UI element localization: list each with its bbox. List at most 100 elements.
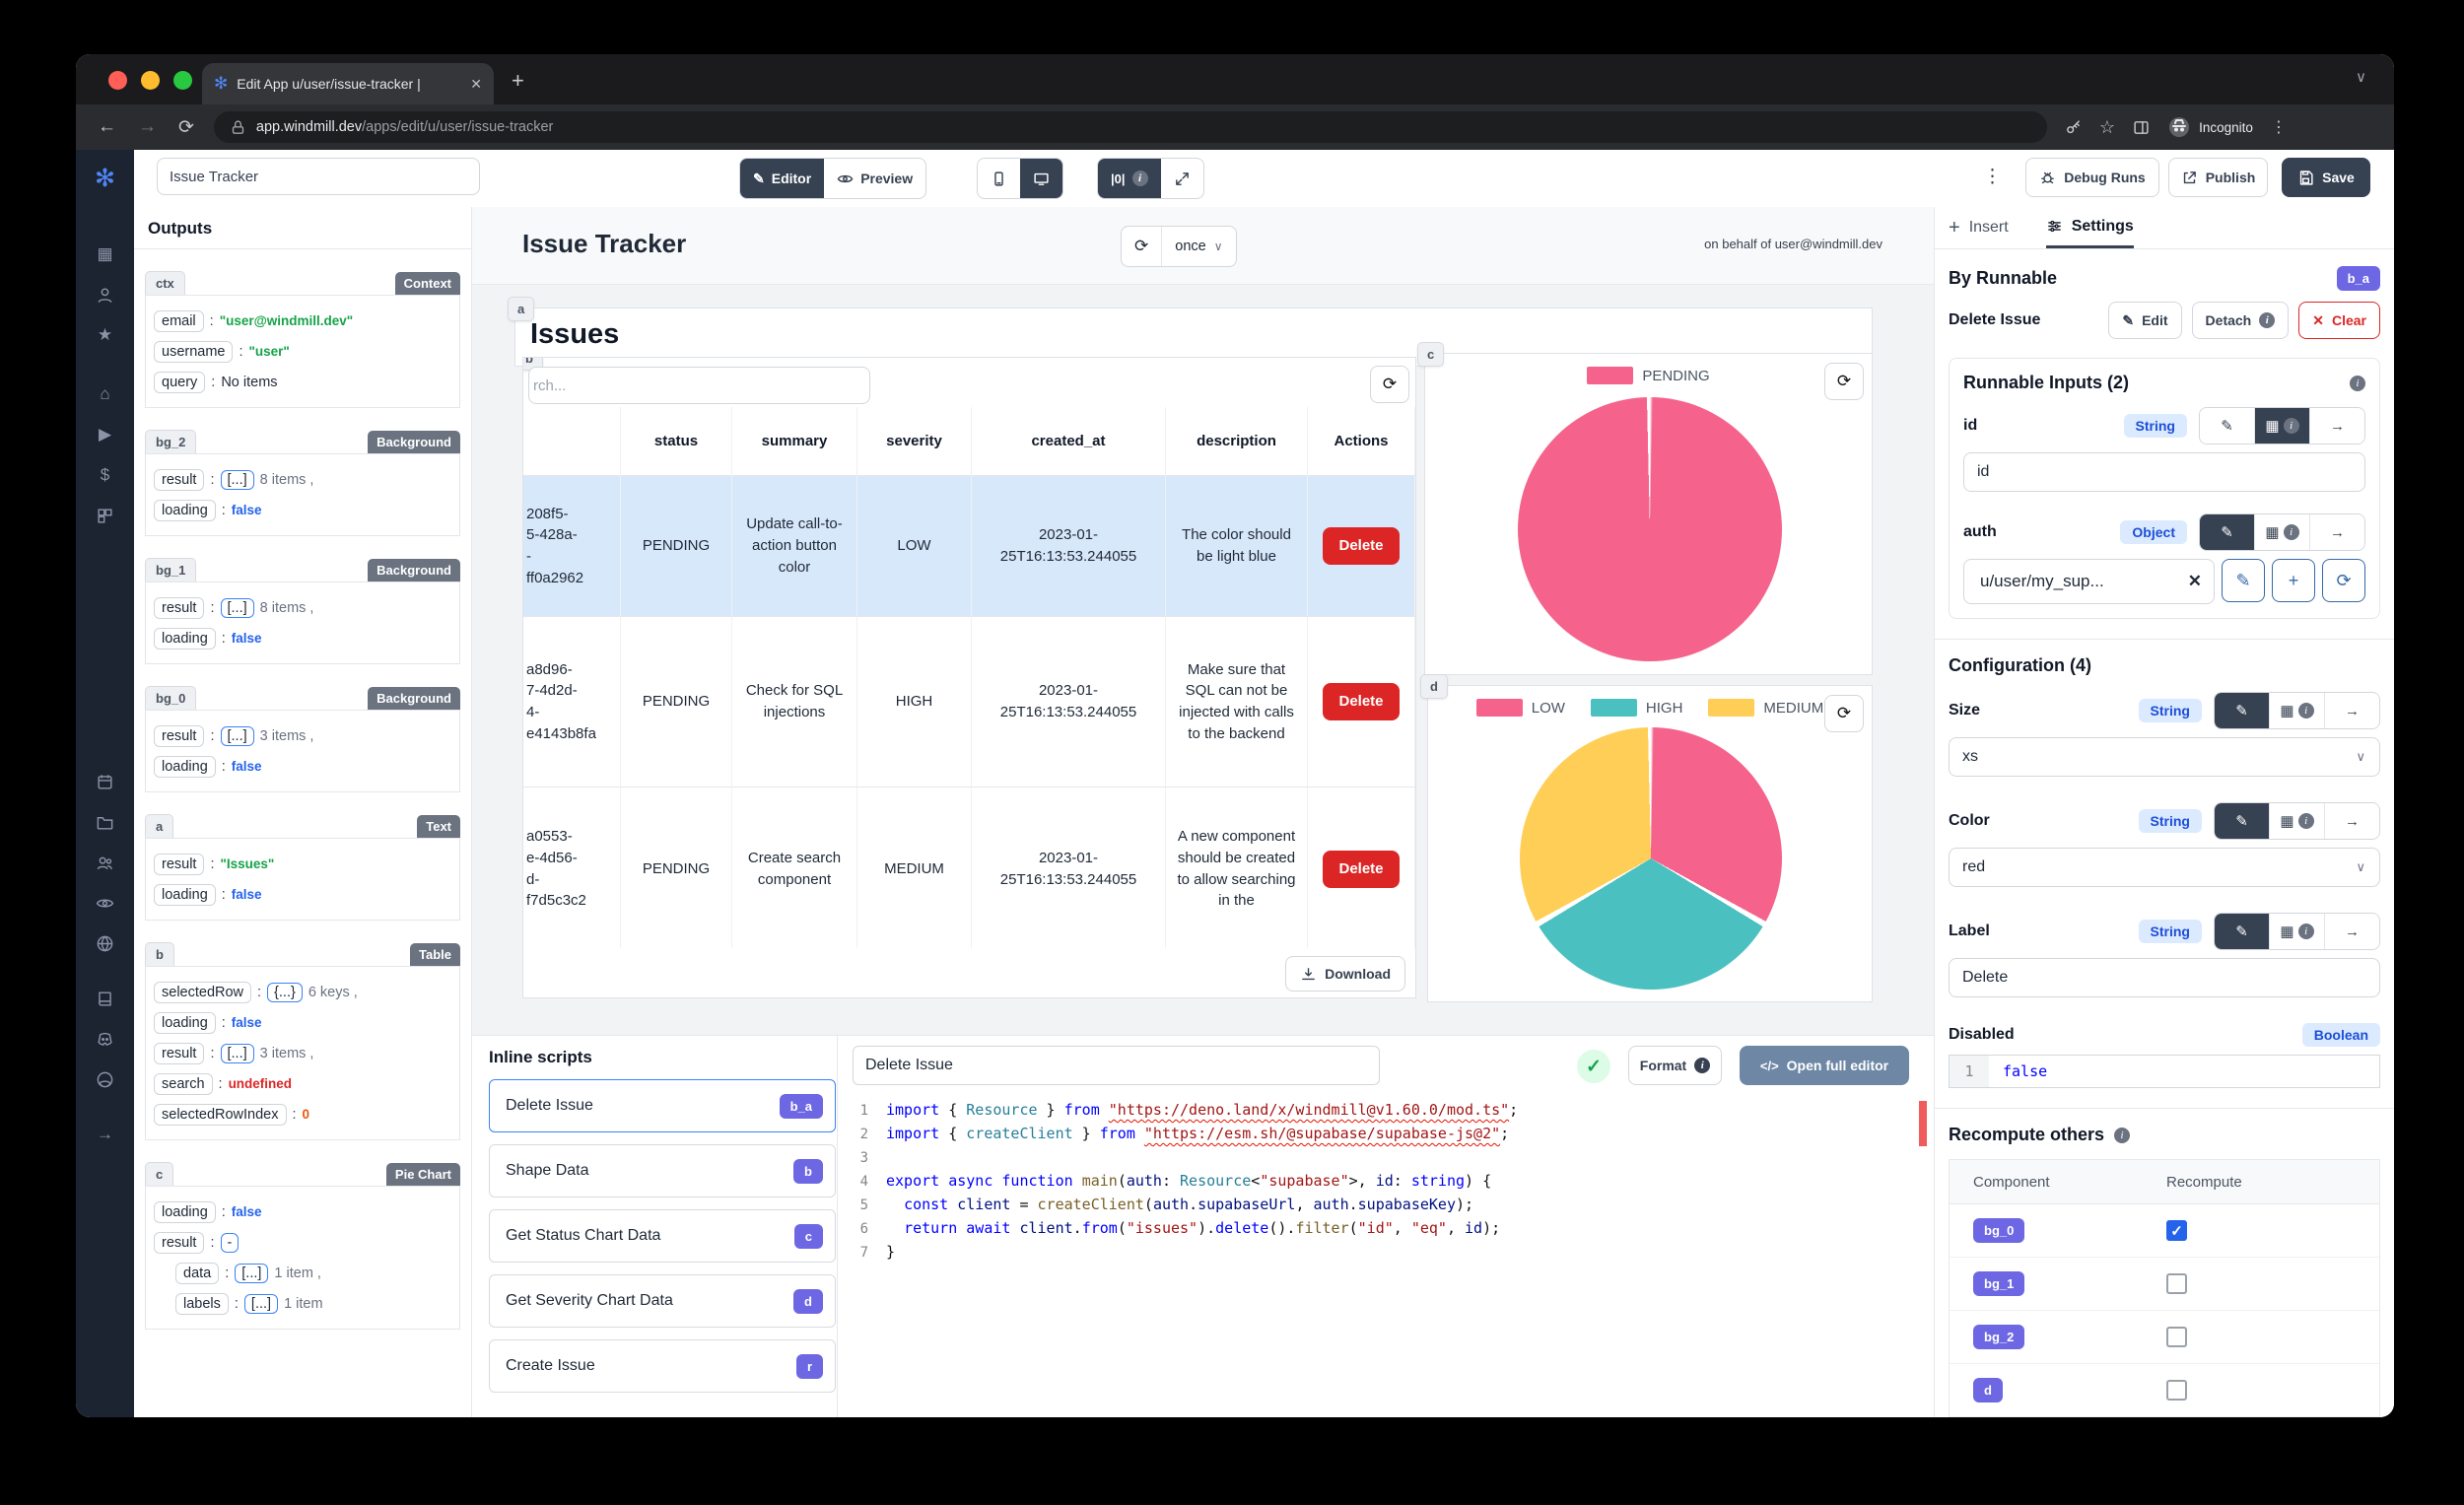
auth-resource-input[interactable]: u/user/my_sup... ✕ <box>1963 559 2215 604</box>
usage-dollar-icon[interactable]: $ <box>100 465 110 484</box>
collapse-arrow-icon[interactable]: → <box>97 1125 113 1143</box>
severity-pie[interactable] <box>1520 727 1782 990</box>
delete-button[interactable]: Delete <box>1323 850 1400 888</box>
recompute-checkbox[interactable] <box>2166 1327 2187 1347</box>
output-row[interactable]: loading: false <box>154 1197 451 1227</box>
static-mode-button[interactable]: ✎ <box>2215 693 2270 728</box>
disabled-expression-editor[interactable]: 1 false <box>1949 1055 2380 1088</box>
output-row[interactable]: search: undefined <box>154 1068 451 1099</box>
detach-button[interactable]: Detach i <box>2191 302 2290 339</box>
tab-insert[interactable]: + Insert <box>1949 216 2009 239</box>
favorites-star-icon[interactable]: ★ <box>97 325 113 344</box>
clear-x-icon[interactable]: ✕ <box>2187 572 2202 590</box>
expand-array-chip[interactable]: [...] <box>220 725 254 746</box>
add-resource-button[interactable]: + <box>2272 559 2315 602</box>
eval-mode-button[interactable]: → <box>2325 803 2379 839</box>
expand-array-chip[interactable]: [...] <box>220 1043 254 1063</box>
clear-button[interactable]: ✕ Clear <box>2298 302 2380 339</box>
color-select[interactable]: red ∨ <box>1949 848 2380 887</box>
static-mode-button[interactable]: ✎ <box>2215 803 2270 839</box>
browser-tab[interactable]: ✻ Edit App u/user/issue-tracker | ✕ <box>202 63 494 104</box>
folders-icon[interactable] <box>96 812 115 832</box>
edit-resource-button[interactable]: ✎ <box>2222 559 2265 602</box>
output-row[interactable]: result: [...] 8 items , <box>154 464 451 495</box>
forward-icon[interactable]: → <box>138 116 157 137</box>
output-row[interactable]: selectedRowIndex:0 <box>154 1099 451 1129</box>
output-row[interactable]: result: [...] 3 items , <box>154 1038 451 1068</box>
windmill-logo-icon[interactable]: ✻ <box>95 165 115 192</box>
output-row[interactable]: query: No items <box>154 367 451 397</box>
password-key-icon[interactable] <box>2065 119 2082 136</box>
output-row[interactable]: email: "user@windmill.dev" <box>154 306 451 336</box>
connect-mode-button[interactable]: ▦ i <box>2255 514 2310 550</box>
eval-mode-button[interactable]: → <box>2325 693 2379 728</box>
groups-users-icon[interactable] <box>96 853 115 872</box>
expand-array-chip[interactable]: [...] <box>243 1293 279 1314</box>
close-window-button[interactable] <box>108 71 127 90</box>
script-item[interactable]: Create Issue r <box>489 1339 836 1393</box>
open-full-editor-button[interactable]: </> Open full editor <box>1740 1046 1909 1085</box>
output-row[interactable]: loading: false <box>154 623 451 653</box>
user-icon[interactable] <box>96 285 115 305</box>
mobile-view-button[interactable] <box>978 159 1020 198</box>
component-badge[interactable]: bg_0 <box>1973 1217 2025 1243</box>
resources-icon[interactable] <box>96 506 115 525</box>
component-badge[interactable]: bg_2 <box>1973 1324 2025 1349</box>
publish-button[interactable]: Publish <box>2168 158 2268 197</box>
output-row[interactable]: labels: [...] 1 item <box>154 1288 451 1319</box>
component-id-tag[interactable]: a <box>145 814 174 838</box>
tab-close-icon[interactable]: ✕ <box>470 75 482 92</box>
connect-mode-button[interactable]: ▦ i <box>2270 914 2325 949</box>
app-name-input[interactable] <box>157 158 480 195</box>
column-header-id[interactable] <box>523 407 621 476</box>
workers-globe-icon[interactable] <box>96 933 115 953</box>
component-id-tag[interactable]: c <box>145 1162 174 1186</box>
label-value-input[interactable] <box>1949 958 2380 997</box>
tab-search-chevron-icon[interactable]: ∨ <box>2356 69 2366 86</box>
refresh-button[interactable]: ⟳ <box>1122 227 1161 266</box>
format-button[interactable]: Format i <box>1628 1046 1722 1085</box>
legend-item[interactable]: LOW <box>1475 699 1565 717</box>
expand-array-chip[interactable]: [...] <box>220 597 254 618</box>
connect-mode-button[interactable]: ▦ i <box>2270 693 2325 728</box>
schema-explorer-button[interactable]: |0| i <box>1098 159 1161 198</box>
debug-runs-button[interactable]: Debug Runs <box>2025 158 2159 197</box>
delete-button[interactable]: Delete <box>1323 683 1400 720</box>
zoom-window-button[interactable] <box>173 71 192 90</box>
audit-eye-icon[interactable] <box>96 893 115 913</box>
code-editor[interactable]: 1 import { Resource } from "https://deno.… <box>843 1101 1927 1412</box>
tab-settings[interactable]: Settings <box>2045 207 2134 248</box>
static-mode-button[interactable]: ✎ <box>2215 914 2270 949</box>
script-item[interactable]: Shape Data b <box>489 1144 836 1197</box>
component-id-tag[interactable]: ctx <box>145 271 185 295</box>
static-mode-button[interactable]: ✎ <box>2200 408 2255 444</box>
docs-book-icon[interactable] <box>96 989 115 1008</box>
schedules-calendar-icon[interactable] <box>96 772 115 791</box>
component-id-tag[interactable]: bg_2 <box>145 430 197 453</box>
component-id-tag[interactable]: bg_0 <box>145 686 197 710</box>
legend-item[interactable]: HIGH <box>1590 699 1682 717</box>
component-id-tag[interactable]: b <box>145 942 174 966</box>
output-row[interactable]: result: - <box>154 1227 451 1258</box>
browser-menu-kebab-icon[interactable]: ⋮ <box>2270 119 2287 136</box>
output-row[interactable]: result: [...] 3 items , <box>154 720 451 751</box>
incognito-avatar-icon[interactable] <box>2167 115 2191 139</box>
static-mode-button[interactable]: ✎ <box>2200 514 2255 550</box>
output-row[interactable]: result: [...] 8 items , <box>154 592 451 623</box>
save-button[interactable]: Save <box>2282 158 2370 197</box>
new-tab-button[interactable]: + <box>512 68 524 93</box>
github-icon[interactable] <box>96 1069 115 1089</box>
output-row[interactable]: loading: false <box>154 1007 451 1038</box>
runs-play-icon[interactable]: ▶ <box>98 425 112 444</box>
reload-icon[interactable]: ⟳ <box>178 116 194 138</box>
bookmark-star-icon[interactable]: ☆ <box>2098 116 2116 137</box>
expand-array-chip[interactable]: [...] <box>235 1263 269 1283</box>
refresh-resource-button[interactable]: ⟳ <box>2322 559 2365 602</box>
output-row[interactable]: loading: false <box>154 495 451 525</box>
editor-tab[interactable]: ✎ Editor <box>740 159 825 198</box>
legend-item[interactable]: PENDING <box>1587 367 1710 384</box>
output-row[interactable]: data: [...] 1 item , <box>154 1258 451 1288</box>
output-row[interactable]: loading: false <box>154 879 451 910</box>
script-name-input[interactable] <box>853 1046 1380 1085</box>
size-select[interactable]: xs ∨ <box>1949 737 2380 777</box>
